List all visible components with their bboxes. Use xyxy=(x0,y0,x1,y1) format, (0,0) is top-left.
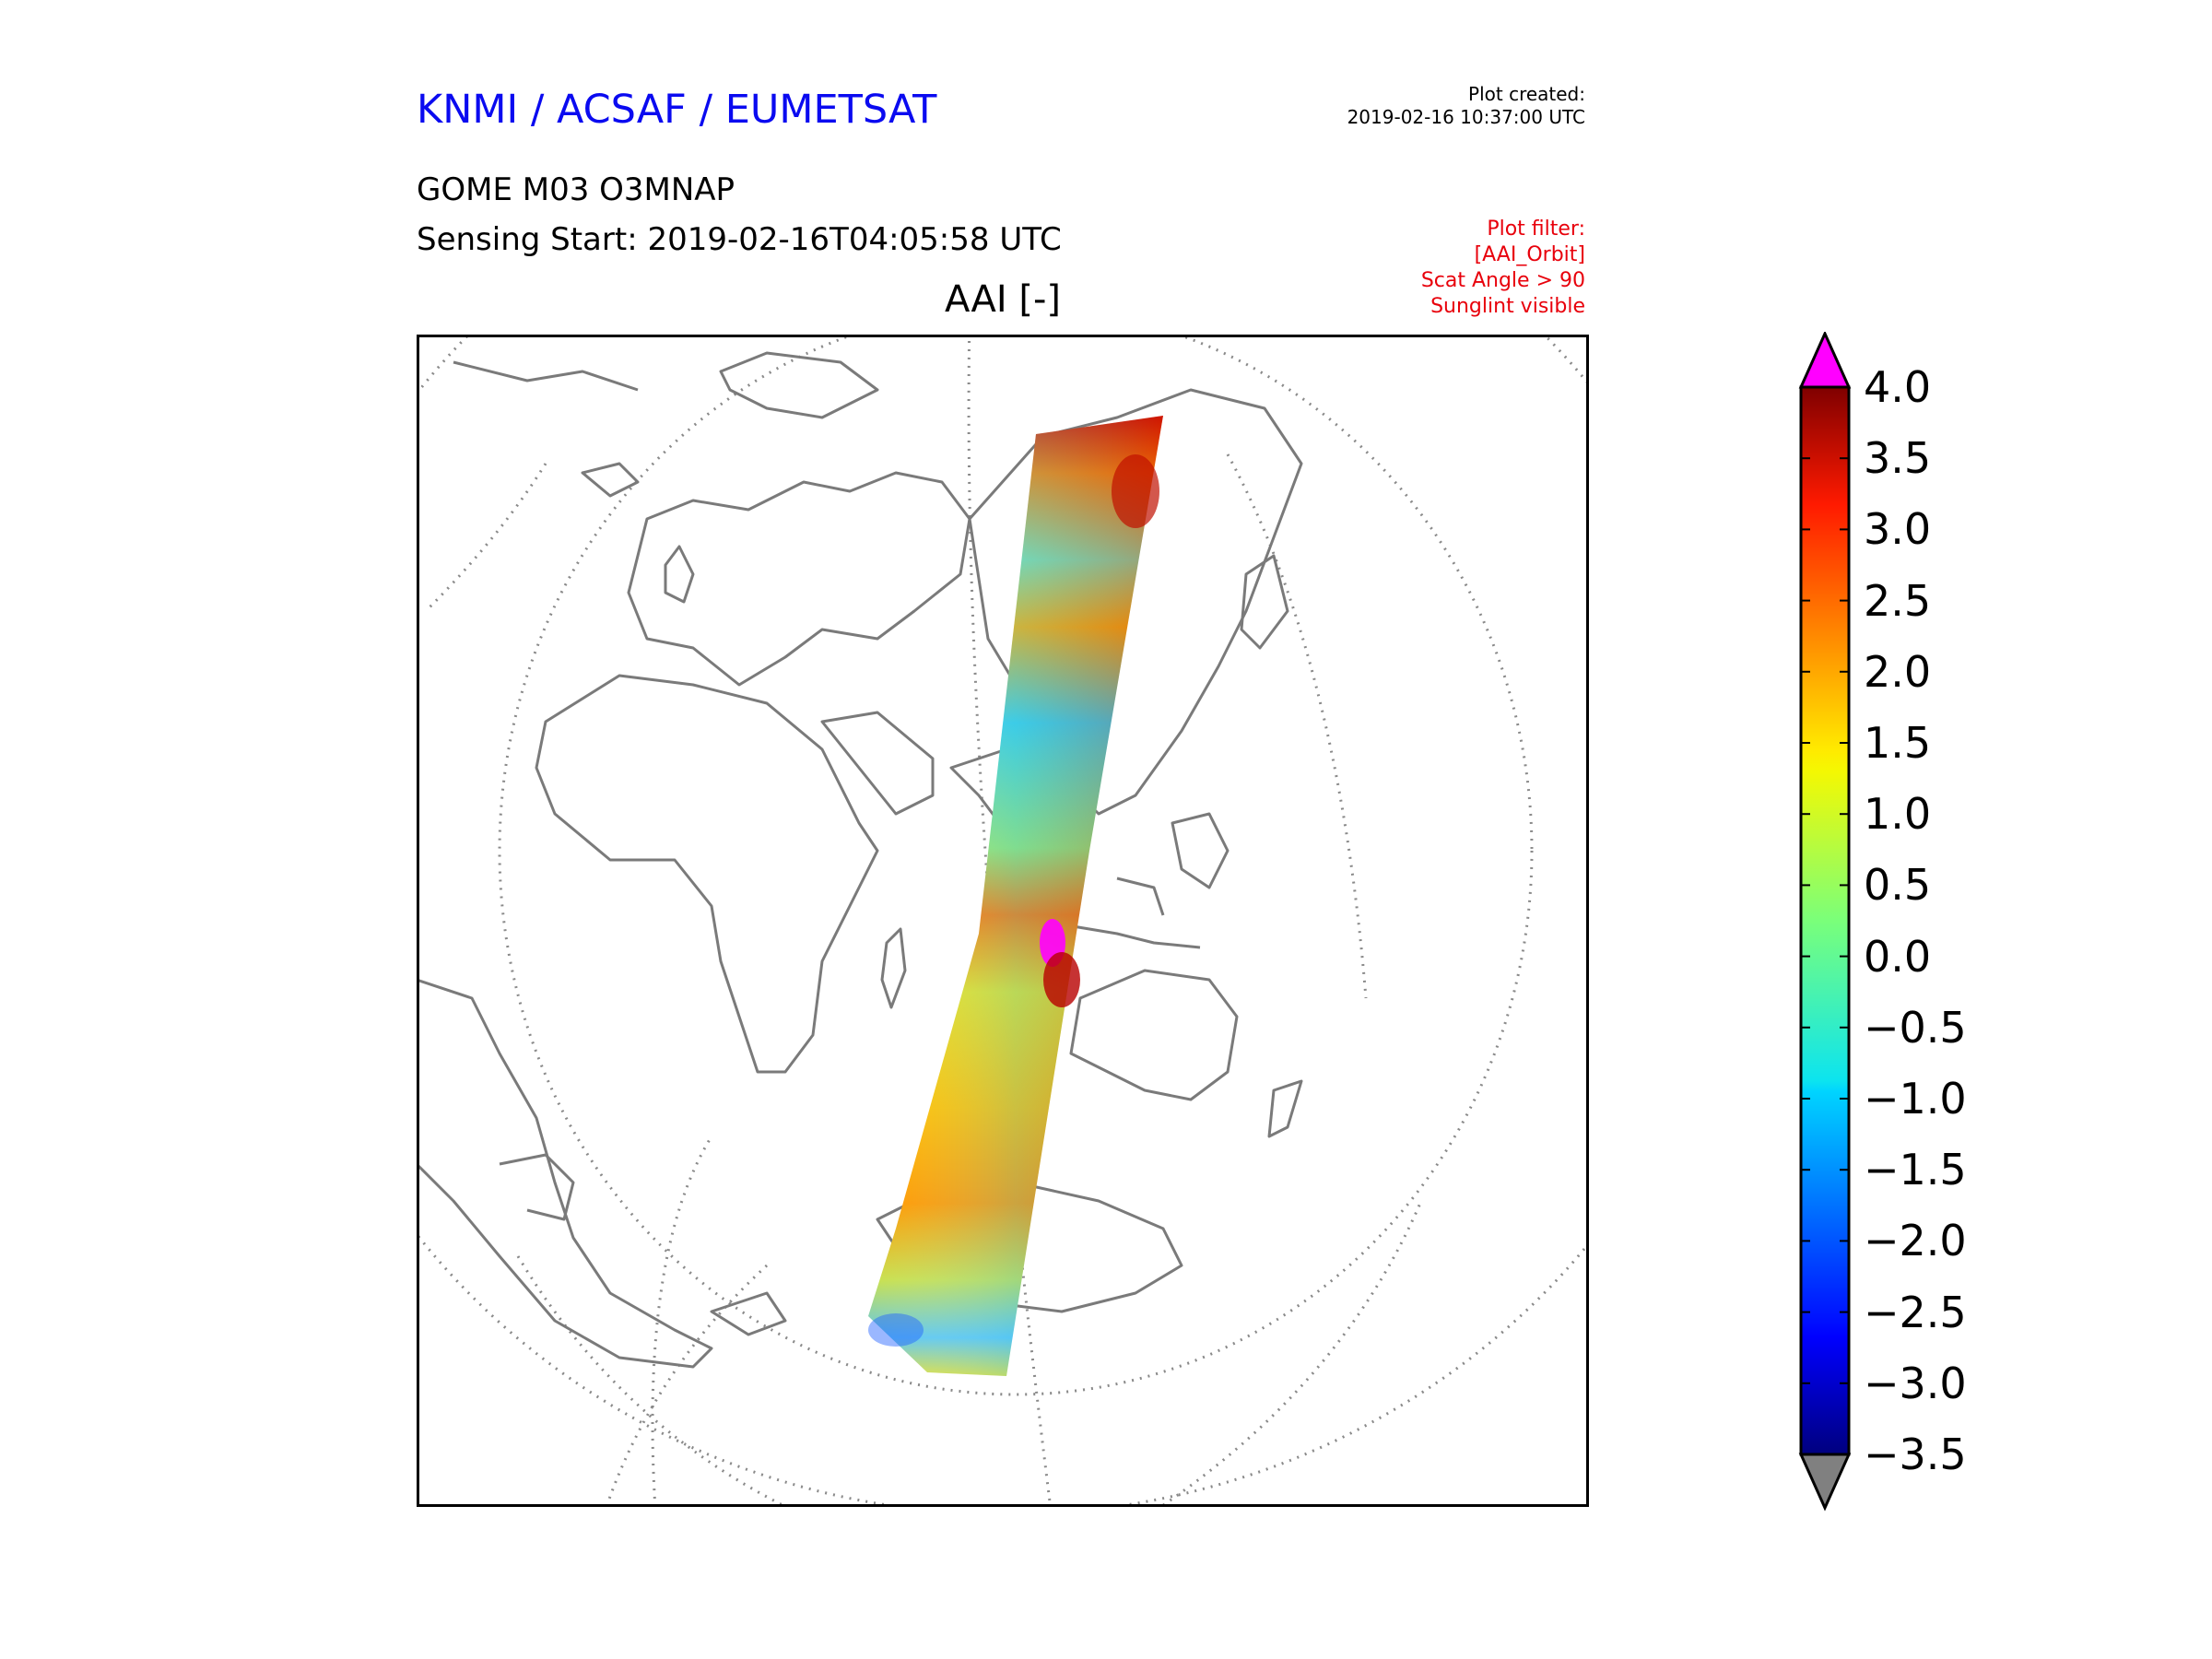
colorbar-over-triangle xyxy=(1798,332,1852,389)
colorbar-tickmarks xyxy=(1801,386,1849,1455)
colorbar-tick-label: −3.5 xyxy=(1864,1430,1967,1479)
map-panel xyxy=(417,335,1589,1507)
colorbar-tick-label: −0.5 xyxy=(1864,1002,1967,1053)
map-frame xyxy=(417,335,1589,1507)
colorbar-tick-label: 0.5 xyxy=(1864,860,1932,911)
colorbar-tick-label: 4.0 xyxy=(1864,362,1932,412)
graticule xyxy=(417,335,1589,1507)
colorbar-tick-label: 3.0 xyxy=(1864,504,1932,555)
organization-title: KNMI / ACSAF / EUMETSAT xyxy=(417,87,937,133)
colorbar xyxy=(1798,332,1852,1512)
plot-filter-orbit: [AAI_Orbit] xyxy=(1474,243,1585,266)
plot-created-time: 2019-02-16 10:37:00 UTC xyxy=(1347,106,1585,128)
colorbar-tick-label: 1.0 xyxy=(1864,789,1932,840)
colorbar-tick-label: 2.5 xyxy=(1864,575,1932,626)
plot-title: AAI [-] xyxy=(945,278,1061,321)
coastlines xyxy=(417,351,1303,1369)
sensing-start: Sensing Start: 2019-02-16T04:05:58 UTC xyxy=(417,221,1062,258)
plot-created-label: Plot created: xyxy=(1468,83,1585,105)
colorbar-tick-label: 2.0 xyxy=(1864,646,1932,697)
colorbar-tick-label: −2.0 xyxy=(1864,1216,1967,1266)
colorbar-gradient xyxy=(1799,385,1851,1456)
plot-filter-label: Plot filter: xyxy=(1487,218,1585,241)
colorbar-under-triangle xyxy=(1798,1453,1852,1512)
colorbar-tick-label: 3.5 xyxy=(1864,433,1932,484)
aai-swath xyxy=(868,416,1163,1376)
colorbar-tick-label: 1.5 xyxy=(1864,718,1932,768)
colorbar-tick-label: −3.0 xyxy=(1864,1358,1967,1408)
colorbar-tick-label: 0.0 xyxy=(1864,931,1932,982)
plot-filter-sunglint: Sunglint visible xyxy=(1430,295,1585,318)
colorbar-tick-label: −2.5 xyxy=(1864,1287,1967,1337)
colorbar-tick-label: −1.0 xyxy=(1864,1074,1967,1124)
product-title: GOME M03 O3MNAP xyxy=(417,171,735,208)
plot-filter-scat-angle: Scat Angle > 90 xyxy=(1420,269,1585,292)
colorbar-tick-label: −1.5 xyxy=(1864,1145,1967,1195)
